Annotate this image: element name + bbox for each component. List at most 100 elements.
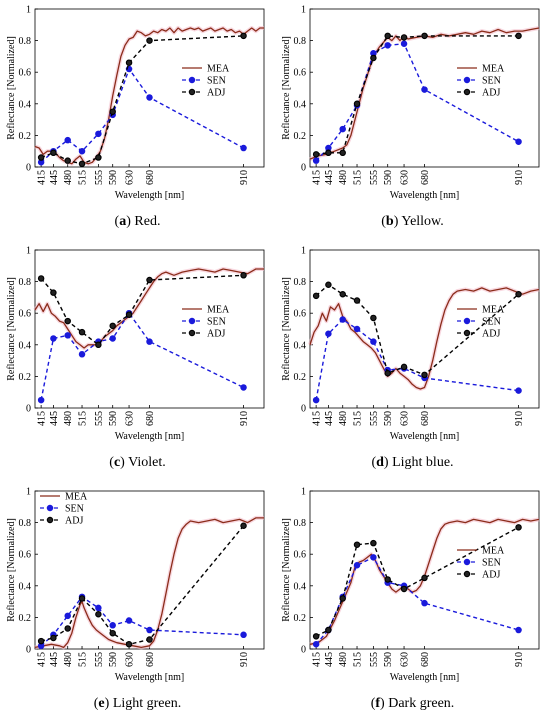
x-tick-label: 445 xyxy=(49,170,60,185)
y-tick-label: 0.6 xyxy=(294,309,307,320)
data-point-adj xyxy=(109,629,116,637)
x-tick-label: 415 xyxy=(312,170,323,185)
data-point-sen xyxy=(339,125,346,133)
data-point-adj xyxy=(78,328,86,336)
data-point-adj xyxy=(312,292,320,300)
data-point-adj xyxy=(95,341,102,349)
legend-marker-adj xyxy=(463,88,471,96)
x-tick-label: 445 xyxy=(49,652,60,667)
data-point-adj xyxy=(37,154,45,161)
caption-letter: e xyxy=(98,696,105,711)
y-tick-label: 0.2 xyxy=(294,613,307,624)
x-axis-label: Wavelength [nm] xyxy=(115,190,184,201)
y-axis-label: Reflectance [Normalized] xyxy=(281,36,292,140)
data-point-adj xyxy=(109,108,116,115)
x-axis-label: Wavelength [nm] xyxy=(115,431,184,442)
data-point-adj xyxy=(353,100,361,108)
data-point-sen xyxy=(240,631,247,639)
x-tick-label: 480 xyxy=(63,170,74,185)
data-point-sen xyxy=(125,617,133,624)
legend-label-adj: ADJ xyxy=(207,329,225,340)
data-point-adj xyxy=(325,626,332,634)
data-point-adj xyxy=(125,59,133,66)
data-point-sen xyxy=(515,387,522,394)
x-tick-label: 910 xyxy=(239,411,250,426)
y-tick-label: 0.8 xyxy=(19,36,32,47)
legend-label-sen: SEN xyxy=(482,558,501,569)
y-tick-label: 1 xyxy=(301,487,306,498)
data-point-adj xyxy=(312,633,320,640)
x-tick-label: 910 xyxy=(514,411,525,426)
legend-marker-sen xyxy=(188,317,196,325)
x-tick-label: 630 xyxy=(400,652,411,667)
data-point-adj xyxy=(125,641,133,648)
panel-caption: (e) Light green. xyxy=(93,696,182,711)
data-point-sen xyxy=(400,40,408,48)
data-point-sen xyxy=(146,338,153,345)
data-point-sen xyxy=(312,396,320,404)
legend-marker-sen xyxy=(463,558,471,566)
legend-marker-adj xyxy=(188,329,196,337)
data-point-sen xyxy=(370,338,377,345)
y-tick-label: 0.2 xyxy=(19,372,32,383)
y-tick-label: 0.6 xyxy=(19,68,32,79)
panel-caption: (b) Yellow. xyxy=(381,214,444,229)
data-point-adj xyxy=(240,522,247,530)
x-tick-label: 415 xyxy=(312,411,323,426)
y-axis-label: Reflectance [Normalized] xyxy=(6,277,17,381)
data-point-sen xyxy=(37,396,45,404)
data-point-adj xyxy=(370,314,377,322)
data-point-sen xyxy=(312,641,320,648)
panel-caption: (c) Violet. xyxy=(109,455,166,470)
y-tick-label: 0 xyxy=(26,404,31,415)
data-point-adj xyxy=(325,149,332,157)
legend-label-adj: ADJ xyxy=(482,329,500,340)
y-tick-label: 0.4 xyxy=(19,340,32,351)
data-point-sen xyxy=(384,42,391,49)
panel-caption: (a) Red. xyxy=(114,214,161,229)
x-tick-label: 910 xyxy=(514,652,525,667)
data-point-adj xyxy=(370,539,377,547)
y-tick-label: 0 xyxy=(301,645,306,656)
data-point-sen xyxy=(353,562,361,569)
data-point-sen xyxy=(312,157,320,164)
x-tick-label: 515 xyxy=(78,652,89,667)
data-point-sen xyxy=(353,325,361,333)
x-axis-label: Wavelength [nm] xyxy=(390,672,459,683)
data-point-adj xyxy=(78,160,86,168)
legend-label-sen: SEN xyxy=(207,76,226,87)
data-point-adj xyxy=(339,290,346,298)
data-point-sen xyxy=(64,136,71,144)
series-line-sen xyxy=(40,596,244,647)
legend-label-mea: MEA xyxy=(482,64,505,75)
x-tick-label: 555 xyxy=(94,170,105,185)
data-point-adj xyxy=(312,151,320,158)
caption-letter: f xyxy=(375,696,381,711)
legend-label-sen: SEN xyxy=(482,76,501,87)
y-axis-label: Reflectance [Normalized] xyxy=(281,518,292,622)
y-tick-label: 0 xyxy=(301,163,306,174)
legend-label-mea: MEA xyxy=(482,305,505,316)
legend-label-adj: ADJ xyxy=(482,570,500,581)
x-tick-label: 480 xyxy=(338,411,349,426)
x-tick-label: 415 xyxy=(37,170,48,185)
legend-marker-sen xyxy=(46,504,54,512)
y-tick-label: 0.4 xyxy=(19,581,32,592)
data-point-adj xyxy=(421,32,428,40)
x-tick-label: 630 xyxy=(400,411,411,426)
chart-panel: 0 0.2 0.4 0.6 0.8 1 415 445 480 515 555 590 630 680 91… xyxy=(275,482,550,723)
x-tick-label: 630 xyxy=(125,170,136,185)
y-tick-label: 0.2 xyxy=(19,613,32,624)
data-point-sen xyxy=(78,351,86,358)
series-line-mea xyxy=(309,27,540,160)
data-point-adj xyxy=(64,157,71,164)
data-point-adj xyxy=(78,595,86,602)
y-tick-label: 0.8 xyxy=(19,277,32,288)
y-tick-label: 1 xyxy=(301,5,306,16)
y-tick-label: 0.2 xyxy=(294,131,307,142)
x-tick-label: 910 xyxy=(239,170,250,185)
caption-letter: c xyxy=(113,455,121,470)
x-tick-label: 680 xyxy=(145,170,156,185)
x-tick-label: 445 xyxy=(324,652,335,667)
chart-svg: 0 0.2 0.4 0.6 0.8 1 415 445 480 515 555 590 630 680 91… xyxy=(281,487,540,683)
